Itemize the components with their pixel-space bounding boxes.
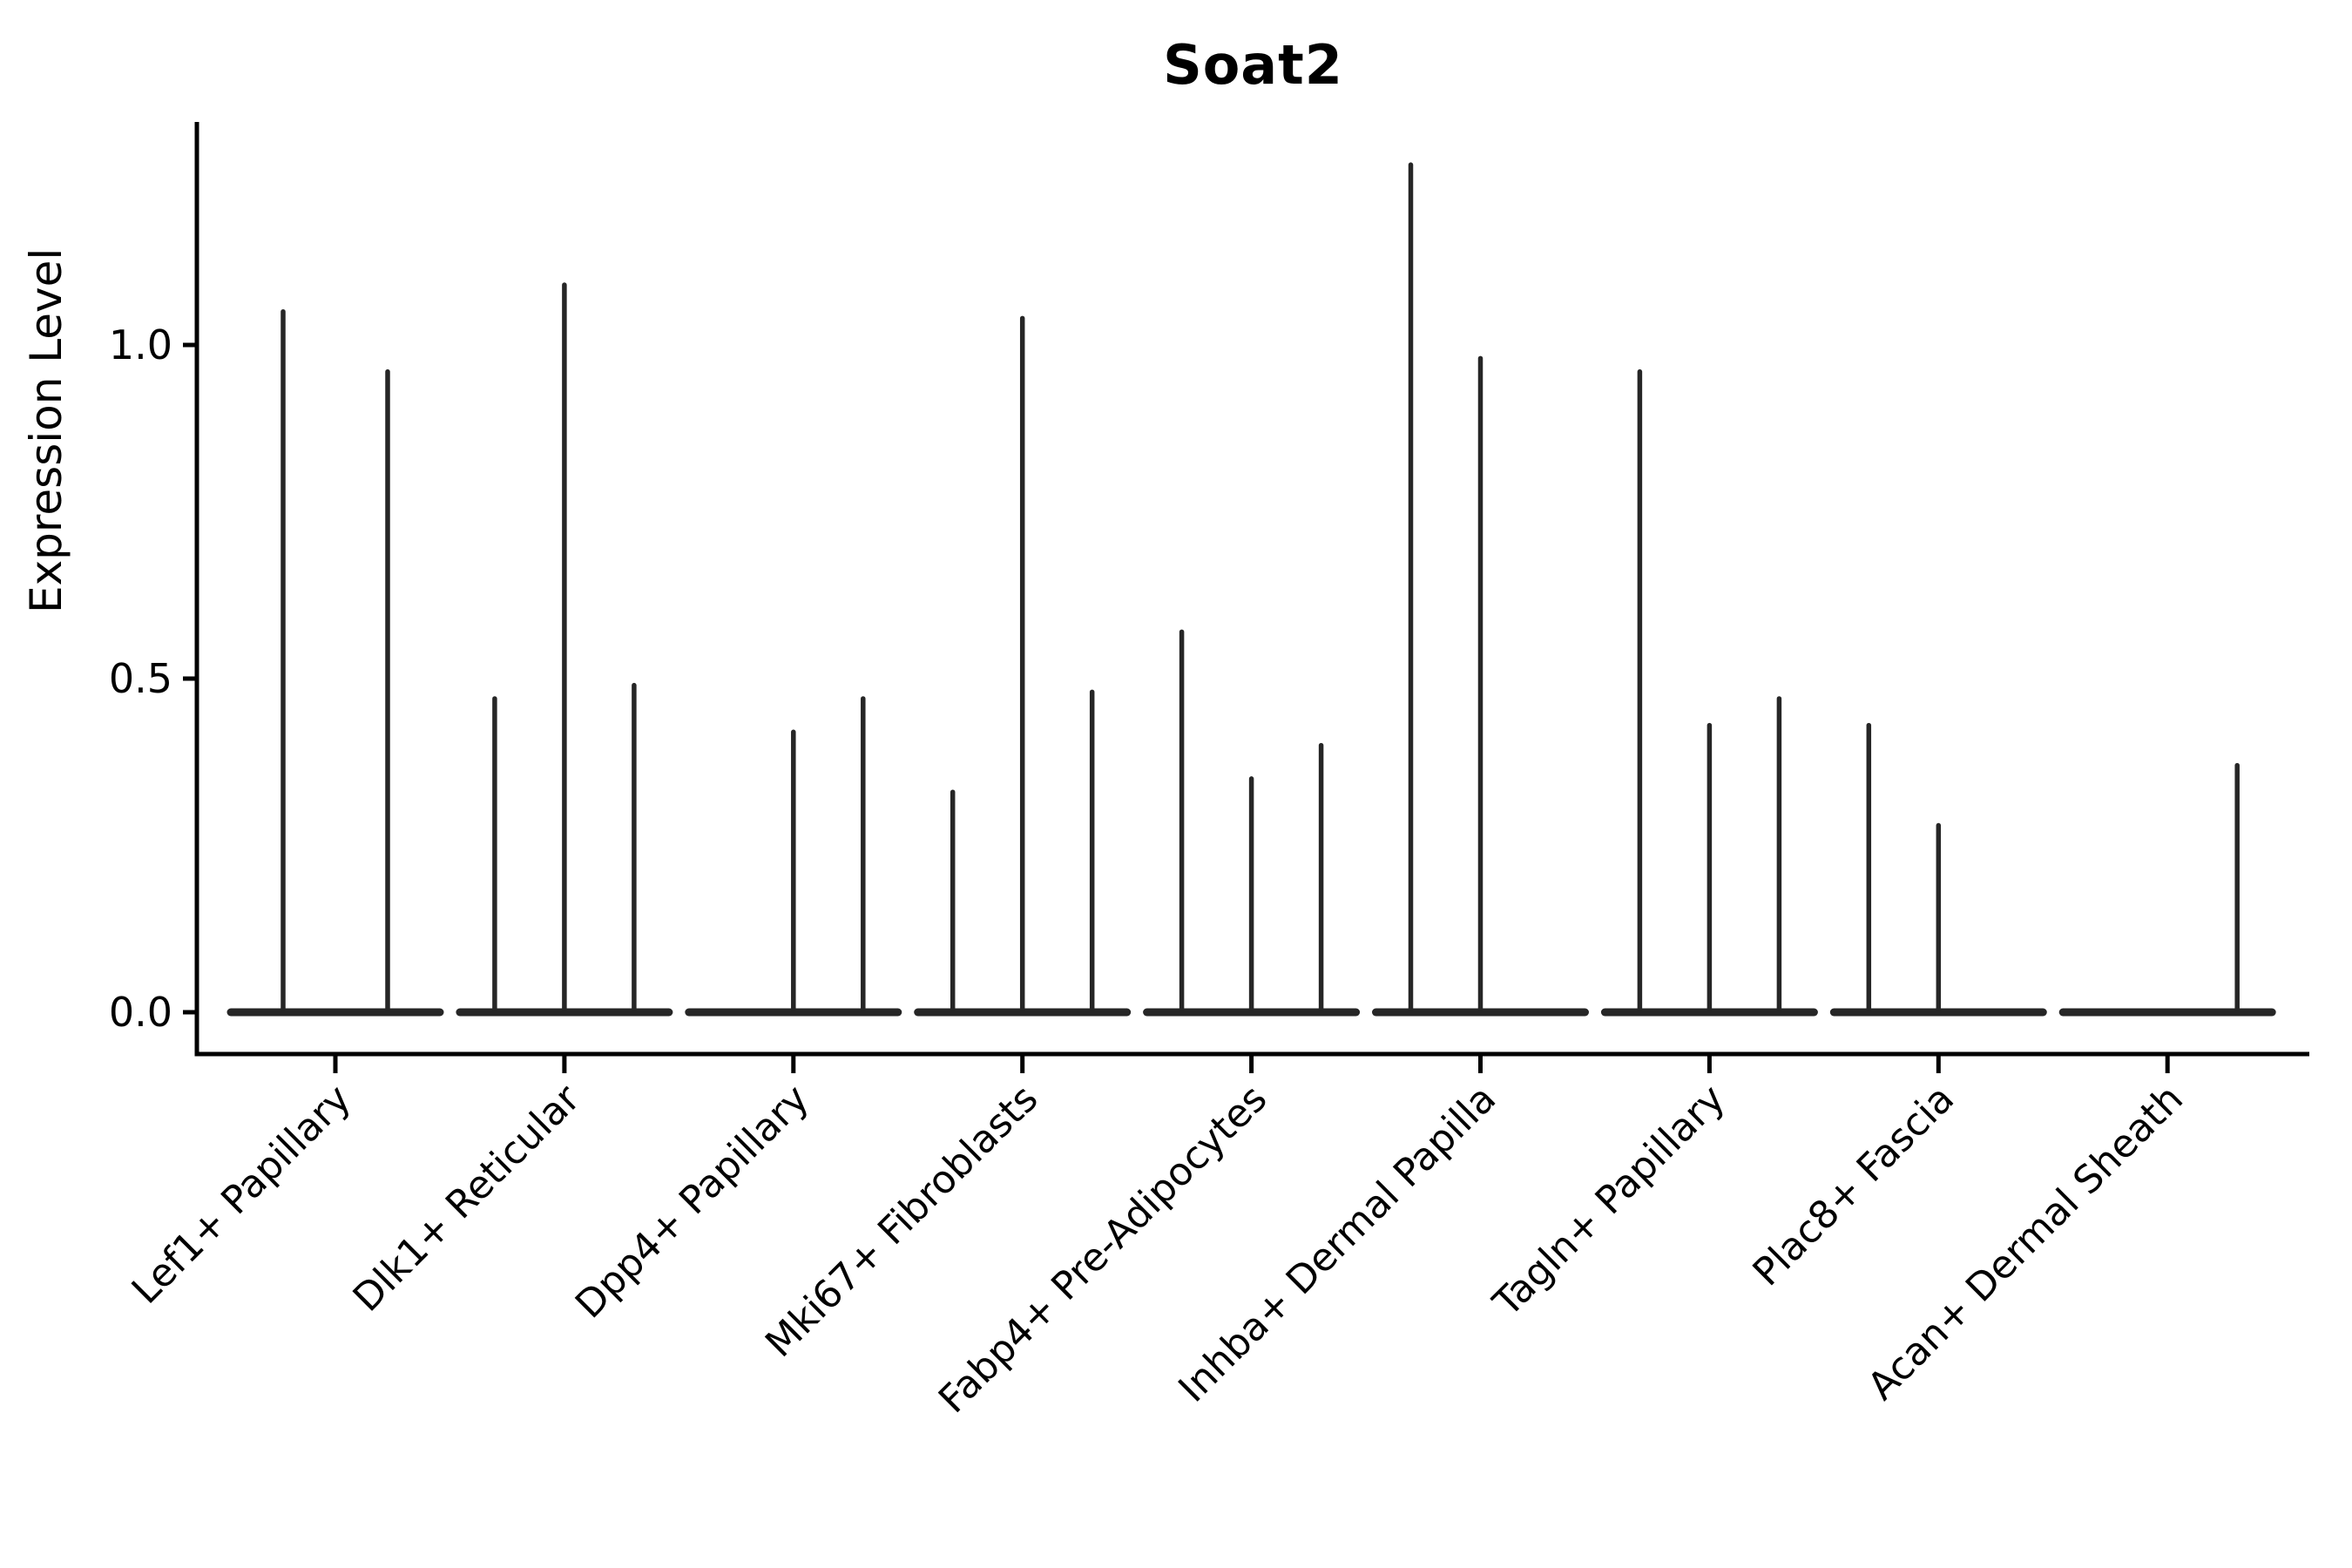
x-tick-label: Dlk1+ Reticular [345, 1076, 590, 1321]
x-tick-label: Tagln+ Papillary [1484, 1077, 1734, 1326]
x-tick-label: Dpp4+ Papillary [567, 1077, 818, 1328]
x-tick-label: Lef1+ Papillary [124, 1077, 360, 1313]
y-tick-label: 1.0 [109, 321, 172, 368]
x-tick-label: Plac8+ Fascia [1745, 1077, 1963, 1295]
chart-title: Soat2 [1163, 33, 1343, 97]
y-tick-label: 0.5 [109, 655, 172, 702]
y-tick-label: 0.0 [109, 989, 172, 1036]
